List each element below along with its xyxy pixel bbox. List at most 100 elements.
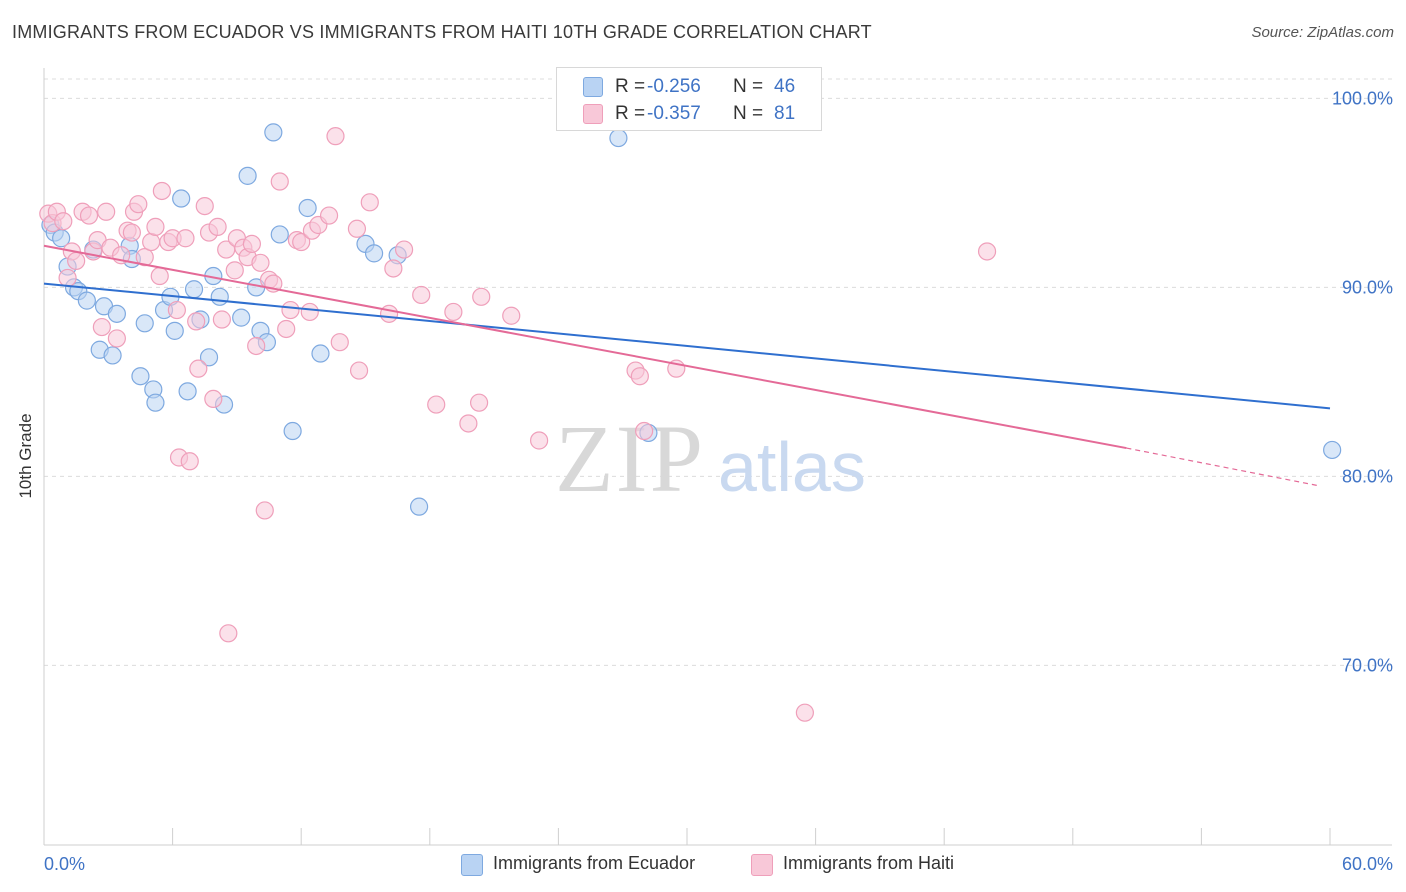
- source-attribution: Source: ZipAtlas.com: [1251, 24, 1394, 41]
- y-axis-title: 10th Grade: [16, 413, 35, 499]
- tick-labels: 70.0% 80.0% 90.0% 100.0% 0.0% 60.0%: [44, 88, 1393, 874]
- ecuador-point: [146, 393, 165, 412]
- n-value: 81: [774, 103, 796, 124]
- haiti-point: [92, 317, 111, 337]
- haiti-point: [977, 242, 997, 261]
- ecuador-point: [165, 321, 184, 340]
- legend-label: Immigrants from Haiti: [783, 853, 955, 873]
- haiti-point: [129, 195, 148, 214]
- haiti-point: [277, 319, 296, 339]
- legend-label: Immigrants from Ecuador: [493, 853, 696, 873]
- ecuador-point: [131, 367, 150, 386]
- haiti-point: [292, 232, 311, 252]
- ecuador-point: [364, 244, 384, 263]
- x-tick-label: 60.0%: [1342, 854, 1393, 874]
- ecuador-point: [1323, 440, 1342, 460]
- haiti-point: [330, 333, 349, 352]
- ecuador-point: [264, 123, 283, 142]
- haiti-point: [225, 261, 244, 280]
- haiti-point: [347, 219, 367, 238]
- haiti-point: [247, 336, 266, 356]
- haiti-point: [204, 389, 223, 409]
- y-axis-title-wrap: 10th Grade: [16, 371, 36, 498]
- ecuador-point: [409, 497, 429, 516]
- haiti-point: [281, 300, 300, 320]
- chart-title: IMMIGRANTS FROM ECUADOR VS IMMIGRANTS FR…: [12, 22, 872, 42]
- ecuador-point: [232, 308, 251, 327]
- stats-row-ecuador: R = -0.256 N = 46: [557, 74, 821, 100]
- haiti-point: [146, 217, 165, 236]
- data-points: [39, 123, 1342, 722]
- haiti-point: [635, 421, 654, 441]
- haiti-point: [150, 266, 169, 286]
- y-tick-label: 70.0%: [1342, 655, 1393, 675]
- haiti-point: [444, 302, 463, 322]
- y-tick-label: 90.0%: [1342, 277, 1393, 297]
- series-legend: Immigrants from Ecuador Immigrants from …: [0, 852, 1406, 878]
- ecuador-point: [103, 346, 122, 365]
- r-label: R =: [615, 76, 646, 97]
- x-tick-label: 0.0%: [44, 854, 85, 874]
- ecuador-point: [283, 421, 302, 441]
- haiti-point: [79, 206, 99, 225]
- ecuador-point: [178, 382, 197, 401]
- r-label: R =: [615, 103, 646, 124]
- y-tick-label: 80.0%: [1342, 466, 1393, 486]
- haiti-point: [189, 359, 208, 378]
- haiti-point: [795, 703, 814, 722]
- ecuador-point: [77, 291, 96, 310]
- trend-lines: [43, 244, 1331, 487]
- y-tick-label: 100.0%: [1332, 88, 1393, 108]
- haiti-point: [208, 217, 227, 236]
- haiti-point: [176, 229, 195, 248]
- haiti-point: [319, 206, 339, 225]
- haiti-point: [107, 329, 126, 348]
- ecuador-legend-swatch: [461, 854, 483, 876]
- ecuador-point: [107, 304, 126, 323]
- haiti-point: [58, 268, 77, 288]
- stats-row-haiti: R = -0.357 N = 81: [557, 101, 821, 127]
- haiti-point: [122, 223, 141, 242]
- haiti-point: [469, 393, 489, 412]
- r-value: -0.256: [647, 76, 701, 97]
- haiti-point: [54, 212, 73, 231]
- haiti-point: [97, 202, 116, 221]
- haiti-point: [135, 248, 154, 267]
- haiti-point: [530, 431, 549, 450]
- ecuador-point: [311, 344, 330, 363]
- haiti-trend-line: [43, 244, 1127, 450]
- ecuador-trend-line: [43, 282, 1331, 410]
- watermark-atlas: atlas: [718, 428, 866, 506]
- haiti-point: [219, 624, 238, 643]
- ecuador-point: [609, 128, 628, 148]
- ecuador-point: [298, 198, 317, 218]
- haiti-point: [326, 127, 345, 146]
- haiti-point: [459, 414, 478, 433]
- haiti-point: [379, 304, 399, 323]
- haiti-legend-swatch: [751, 854, 773, 876]
- haiti-point: [152, 181, 171, 201]
- haiti-point: [180, 452, 199, 471]
- haiti-point: [242, 234, 262, 254]
- n-label: N =: [733, 103, 764, 124]
- haiti-point: [300, 302, 319, 322]
- haiti-point: [360, 193, 379, 212]
- watermark-zip: ZIP: [555, 405, 705, 512]
- ecuador-point: [199, 348, 219, 367]
- ecuador-point: [210, 287, 229, 306]
- watermark: ZIP atlas: [555, 405, 866, 512]
- ecuador-point: [135, 314, 154, 333]
- haiti-point: [187, 312, 206, 331]
- haiti-point: [255, 501, 274, 520]
- haiti-point: [251, 253, 270, 272]
- haiti-point: [270, 172, 289, 191]
- stats-legend: R = -0.256 N = 46 R = -0.357 N = 81: [556, 67, 822, 131]
- n-label: N =: [733, 76, 764, 97]
- haiti-point: [67, 251, 86, 271]
- haiti-point: [630, 367, 649, 386]
- haiti-point: [212, 310, 231, 329]
- haiti-point: [502, 306, 521, 325]
- ecuador-point: [238, 166, 257, 185]
- ecuador-point: [270, 225, 289, 244]
- haiti-point: [349, 361, 369, 380]
